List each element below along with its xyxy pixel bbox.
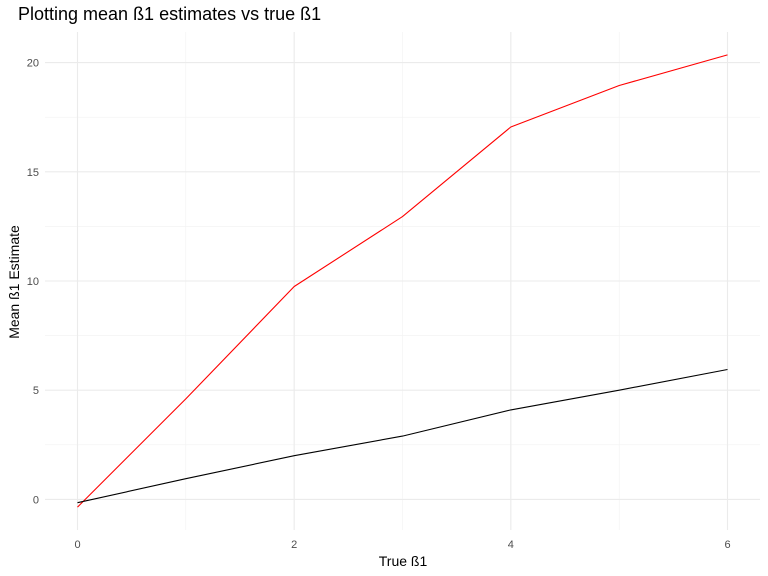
y-axis-title: Mean ß1 Estimate [6, 225, 22, 339]
x-tick-label: 2 [291, 539, 297, 551]
y-tick-label: 5 [33, 385, 39, 397]
y-tick-labels: 0 5 10 15 20 [27, 58, 39, 507]
y-tick-label: 15 [27, 167, 39, 179]
x-tick-label: 0 [74, 539, 80, 551]
series-line-1 [77, 54, 728, 508]
series-layer [77, 54, 728, 508]
y-tick-label: 10 [27, 276, 39, 288]
y-tick-label: 20 [27, 58, 39, 70]
series-line-2 [77, 368, 728, 504]
x-axis-title: True ß1 [379, 553, 428, 569]
major-gridlines [45, 32, 760, 530]
y-tick-label: 0 [33, 494, 39, 506]
x-tick-labels: 0 2 4 6 [74, 539, 730, 551]
x-tick-label: 4 [508, 539, 514, 551]
chart-title: Plotting mean ß1 estimates vs true ß1 [18, 4, 322, 24]
x-tick-label: 6 [724, 539, 730, 551]
